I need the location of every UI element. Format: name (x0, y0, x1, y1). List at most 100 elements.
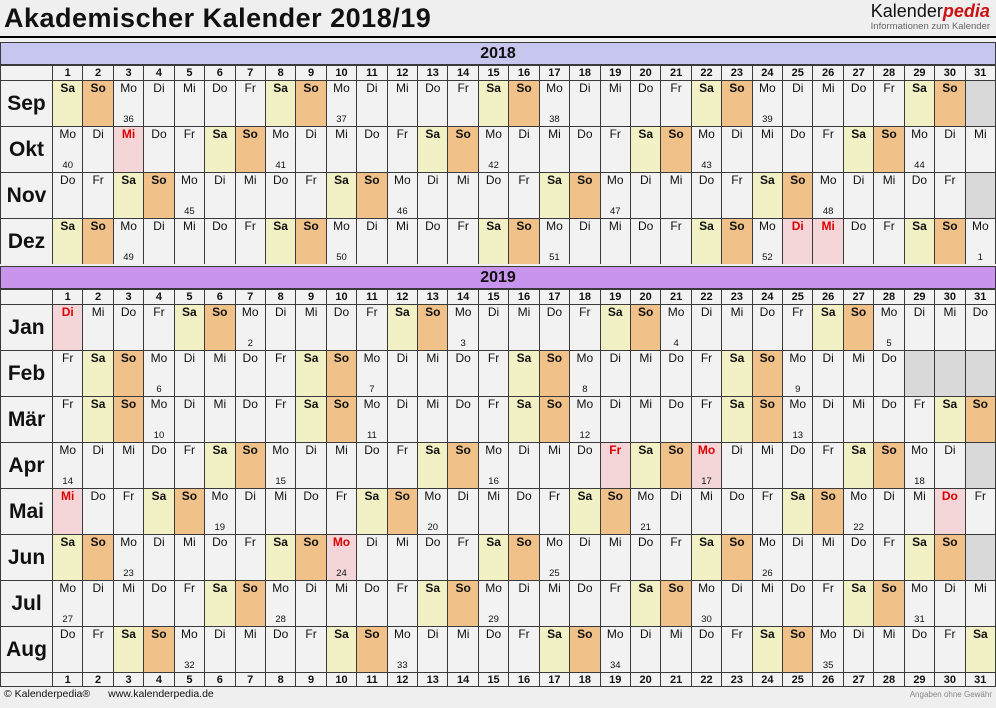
weekday-label: Mi (243, 627, 257, 641)
day-cell: Mo 36 (113, 81, 145, 126)
day-number-header: 9 (296, 673, 327, 686)
week-number: 32 (184, 660, 195, 671)
day-cell: Mi (418, 397, 449, 442)
month-label: Mai (1, 489, 53, 534)
weekday-label: Mi (882, 173, 896, 187)
day-cell: Fr (904, 397, 936, 442)
day-cell: Di (874, 489, 905, 534)
day-cell: So (722, 219, 753, 264)
weekday-label: Do (668, 351, 684, 365)
weekday-label: Mi (122, 443, 135, 457)
day-cell: Mi (722, 305, 753, 350)
day-number-header: 5 (174, 673, 206, 686)
day-cell: Fr (752, 489, 784, 534)
weekday-label: Mo (181, 173, 198, 187)
day-cell: So (357, 173, 388, 218)
weekday-label: Di (883, 489, 895, 503)
weekday-label: Di (944, 581, 956, 595)
day-number-header: 11 (357, 673, 388, 686)
month-label: Jun (1, 535, 53, 580)
day-cell: Sa (904, 535, 936, 580)
day-cell: Mo 52 (752, 219, 784, 264)
corner-cell (1, 673, 53, 686)
day-cell: Di (144, 535, 175, 580)
day-number-header: 19 (600, 290, 631, 304)
week-number: 16 (488, 476, 499, 487)
day-cell: Di (843, 627, 875, 672)
day-cell: Sa (813, 305, 844, 350)
day-cell: Sa (53, 81, 84, 126)
day-cell: Fr (357, 305, 388, 350)
week-number: 35 (822, 660, 834, 671)
week-number: 17 (701, 476, 712, 487)
weekday-label: Do (90, 489, 106, 503)
weekday-label: Di (305, 581, 317, 595)
weekday-label: So (942, 219, 958, 233)
day-cell: Mi (418, 351, 449, 396)
weekday-label: Do (790, 127, 806, 141)
day-cell: Mi (600, 81, 631, 126)
weekday-label: Di (366, 535, 378, 549)
weekday-label: Mi (548, 127, 561, 141)
day-cell: Do (570, 443, 601, 488)
day-number-header: 15 (478, 290, 510, 304)
weekday-label: Mi (517, 305, 531, 319)
weekday-label: Mi (548, 581, 561, 595)
day-cell: Sa (205, 581, 236, 626)
day-cell: Mi (600, 219, 631, 264)
day-number-header: 1 (53, 673, 84, 686)
day-number-header: 12 (387, 673, 419, 686)
weekday-label: Sa (516, 397, 532, 411)
weekday-label: Fr (457, 219, 469, 233)
day-cell: Fr (144, 305, 175, 350)
day-number-header: 1 (53, 290, 84, 304)
weekday-label: So (455, 443, 471, 457)
weekday-label: Di (92, 443, 104, 457)
day-cell: Do (357, 581, 388, 626)
week-number: 18 (914, 476, 925, 487)
weekday-label: Mo (485, 443, 502, 457)
day-cell: Sa (904, 81, 936, 126)
day-cell: Do (53, 627, 84, 672)
day-cell: So (357, 627, 388, 672)
day-cell: Mo 27 (53, 581, 84, 626)
day-number-header: 20 (630, 66, 662, 80)
day-cell: So (326, 351, 358, 396)
weekday-label: Mi (852, 397, 865, 411)
week-number: 41 (275, 160, 286, 171)
week-number: 52 (762, 252, 773, 263)
page-title: Akademischer Kalender 2018/19 (4, 3, 432, 33)
weekday-label: Mi (122, 581, 135, 595)
day-cell: Fr (296, 173, 327, 218)
weekday-label: Mo (576, 397, 594, 411)
weekday-label: So (942, 535, 958, 549)
day-cell: Sa (600, 305, 631, 350)
month-row-nov: Nov Do Fr Sa So Mo 45 Di Mi Do Fr Sa So Mo 46 Di Mi Do Fr S… (0, 172, 996, 218)
weekday-label: Sa (820, 305, 836, 319)
day-cell: Mo 51 (539, 219, 571, 264)
week-number: 24 (336, 568, 347, 579)
weekday-label: Mo (698, 127, 715, 141)
weekday-label: Di (305, 127, 317, 141)
day-cell: Sa (570, 489, 601, 534)
day-cell: Do (144, 581, 175, 626)
weekday-label: Mo (272, 443, 289, 457)
weekday-label: Fr (974, 489, 986, 503)
weekday-label: Sa (760, 627, 775, 641)
weekday-label: Mi (761, 127, 774, 141)
weekday-label: Do (425, 81, 441, 95)
day-cell: Fr (539, 489, 571, 534)
weekday-label: Do (151, 581, 167, 595)
day-cell: Mo 3 (448, 305, 479, 350)
weekday-label: Mo (333, 81, 350, 95)
weekday-label: Fr (944, 173, 956, 187)
weekday-label: So (394, 489, 410, 503)
weekday-label: Mo (120, 535, 137, 549)
week-number: 45 (184, 206, 195, 217)
weekday-label: Mo (911, 581, 928, 595)
day-cell: Do (843, 81, 875, 126)
weekday-label: Fr (183, 127, 196, 141)
day-cell: So (813, 489, 844, 534)
weekday-label: Sa (60, 219, 76, 233)
week-number: 22 (853, 522, 864, 533)
